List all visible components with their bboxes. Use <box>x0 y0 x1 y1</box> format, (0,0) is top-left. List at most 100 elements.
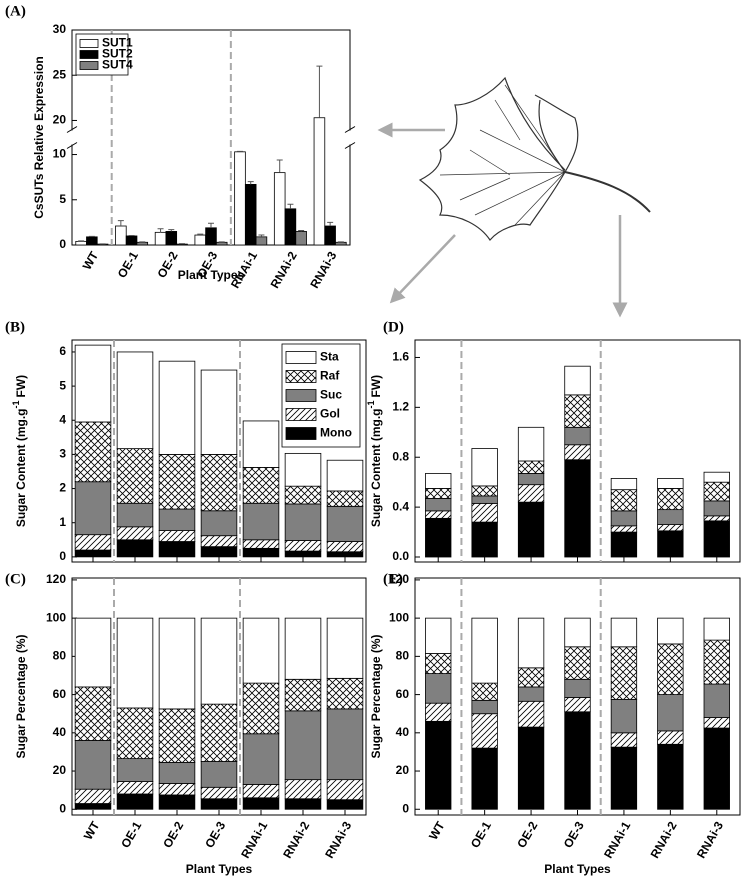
x-tick-label: RNAi-2 <box>648 819 680 861</box>
legend-swatch <box>285 427 317 440</box>
y-tick-label: 30 <box>53 22 67 36</box>
bar <box>284 208 297 246</box>
y-tick-label: 0.8 <box>392 449 409 463</box>
legend-swatch <box>79 61 99 70</box>
bar-segment <box>200 369 238 455</box>
legend-label: Sta <box>320 350 339 364</box>
bar <box>176 243 188 246</box>
bar-segment <box>517 473 545 486</box>
error-bar <box>298 230 305 232</box>
bar-segment <box>284 779 322 800</box>
bar-segment <box>116 617 154 709</box>
x-tick-label: OE-1 <box>118 819 144 851</box>
y-tick-label: 5 <box>59 192 66 206</box>
bar <box>75 240 87 246</box>
y-axis-label: Sugar Content (mg.g-1 FW) <box>366 375 383 527</box>
error-bar <box>276 159 283 173</box>
bar-segment <box>326 617 364 679</box>
panel-label: (C) <box>5 571 26 587</box>
bar <box>273 172 286 246</box>
x-tick-label: OE-3 <box>202 819 228 851</box>
bar-segment <box>703 481 730 502</box>
y-tick-label: 40 <box>53 725 67 739</box>
error-bar <box>316 65 323 118</box>
bar <box>324 225 336 246</box>
x-tick-label: RNAi-3 <box>322 819 354 861</box>
legend-swatch <box>285 408 317 421</box>
bar-segment <box>158 530 196 542</box>
bar-segment <box>425 720 452 810</box>
axis-break-mark <box>344 142 356 149</box>
bar-segment <box>657 478 684 489</box>
bar-segment <box>657 488 684 511</box>
y-tick-label: 4 <box>59 412 66 426</box>
legend-swatch <box>79 39 99 48</box>
bar-segment <box>158 541 196 558</box>
bar-segment <box>564 617 591 648</box>
y-tick-label: 60 <box>396 687 410 701</box>
bar-segment <box>74 549 112 558</box>
y-axis-label-part: -1 <box>11 400 21 408</box>
bar-segment <box>116 526 154 541</box>
x-tick-label: WT <box>80 249 102 273</box>
bar-segment <box>74 686 112 741</box>
bar-segment <box>284 798 322 810</box>
bar <box>255 236 268 246</box>
bar-segment <box>610 732 638 748</box>
bar-segment <box>74 344 112 423</box>
bar-segment <box>425 473 452 489</box>
axis-break-gap <box>69 130 75 145</box>
bar-segment <box>564 365 591 396</box>
legend-label: SUT4 <box>102 58 133 72</box>
legend-label: SUT2 <box>102 47 133 61</box>
bar-segment <box>703 515 730 522</box>
bar-segment <box>116 793 154 810</box>
bar-segment <box>703 471 730 483</box>
y-tick-label: 6 <box>59 344 66 358</box>
bar-segment <box>703 617 730 641</box>
y-axis-label: Sugar Percentage (%) <box>369 634 383 758</box>
bar <box>154 231 167 246</box>
y-tick-label: 60 <box>53 687 67 701</box>
x-tick-label: WT <box>81 819 103 843</box>
y-tick-label: 3 <box>59 447 66 461</box>
error-bar <box>208 222 214 228</box>
bar-segment <box>242 547 280 558</box>
bar-segment <box>471 485 498 497</box>
error-bar <box>168 229 175 232</box>
x-tick-label: RNAi-2 <box>280 819 312 861</box>
y-axis-label: Sugar Percentage (%) <box>14 634 28 758</box>
bar <box>125 235 138 246</box>
bar-segment <box>517 700 545 728</box>
panel-label: (A) <box>5 3 26 19</box>
panel-label: (B) <box>5 319 25 335</box>
bar-segment <box>610 510 638 527</box>
bar-segment <box>74 803 112 810</box>
bar-segment <box>564 646 591 680</box>
bar-segment <box>703 500 730 517</box>
bar <box>313 117 326 246</box>
axis-break-mark <box>66 126 78 133</box>
bar-segment <box>703 520 730 558</box>
y-tick-label: 0.4 <box>392 499 409 513</box>
bar-segment <box>425 488 452 499</box>
bar-segment <box>242 797 280 810</box>
bar-segment <box>517 617 545 669</box>
bar-segment <box>610 489 638 512</box>
bar-segment <box>564 711 591 810</box>
x-tick-label: WT <box>426 819 448 843</box>
bar-segment <box>564 394 591 428</box>
bar-segment <box>242 539 280 549</box>
bar-segment <box>657 509 684 525</box>
bar-segment <box>158 708 196 763</box>
bar-segment <box>610 525 638 533</box>
bar <box>234 151 246 246</box>
legend-label: Raf <box>320 369 340 383</box>
error-bar <box>117 220 124 227</box>
y-tick-label: 0 <box>402 801 409 815</box>
bar-segment <box>657 524 684 532</box>
x-tick-label: OE-1 <box>468 819 494 851</box>
y-tick-label: 100 <box>46 610 66 624</box>
y-tick-label: 20 <box>53 113 67 127</box>
